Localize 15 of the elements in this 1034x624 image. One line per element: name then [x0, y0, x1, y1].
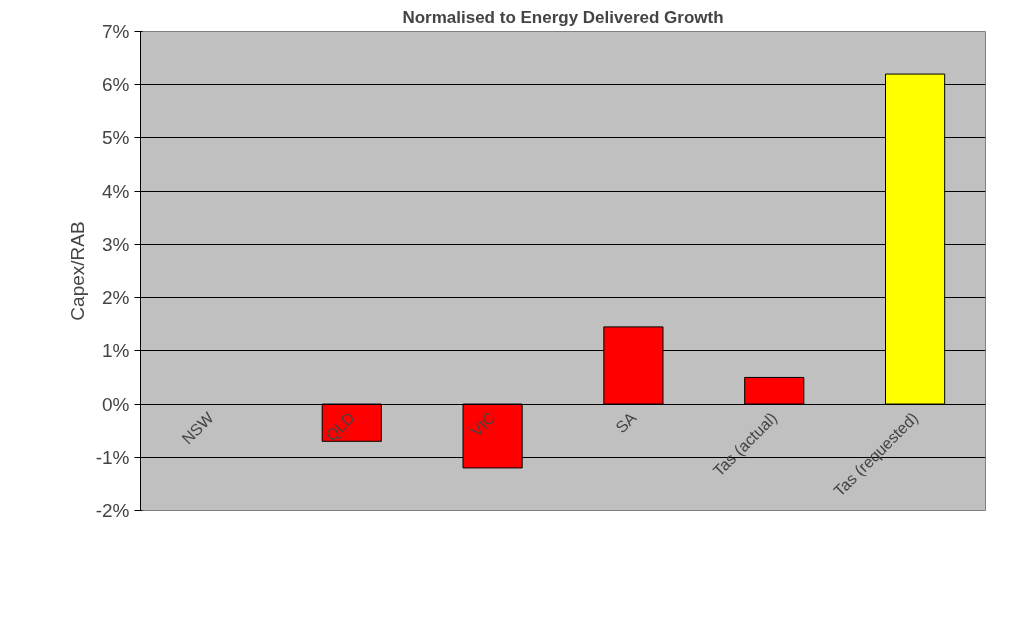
y-tick-label: 5%	[102, 127, 130, 149]
x-tick-label: QLD	[322, 409, 358, 445]
chart-title: Normalised to Energy Delivered Growth	[402, 7, 724, 27]
x-tick-label: VIC	[467, 409, 499, 440]
y-tick-label: 6%	[102, 74, 130, 96]
y-tick-label: 2%	[102, 287, 130, 309]
y-tick-label: 0%	[102, 393, 130, 415]
y-tick-label: -1%	[95, 446, 130, 468]
y-axis-title: Capex/RAB	[66, 221, 88, 321]
y-tick-label: 4%	[102, 180, 130, 202]
y-tick-label: 3%	[102, 233, 130, 255]
y-tick-label: 7%	[102, 21, 130, 42]
y-tick-label: -2%	[95, 500, 130, 521]
x-tick-label: SA	[612, 408, 640, 437]
y-tick-label: 1%	[102, 340, 130, 362]
